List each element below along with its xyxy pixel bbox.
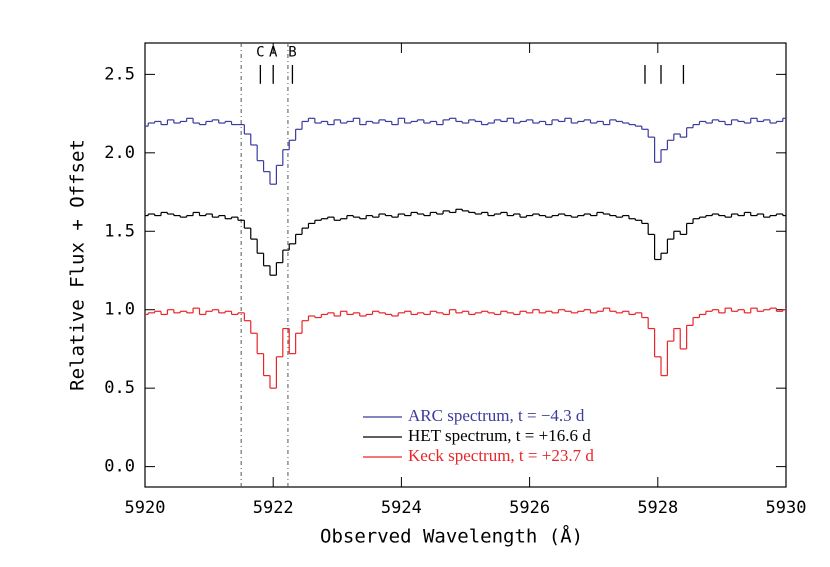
spectrum-riser: [147, 308, 784, 389]
y-tick-label: 2.0: [104, 143, 135, 163]
x-tick-label: 5930: [766, 498, 807, 518]
legend-label: HET spectrum, t = +16.6 d: [408, 426, 591, 445]
y-tick-label: 1.0: [104, 300, 135, 320]
y-tick-label: 0.5: [104, 378, 135, 398]
legend-label: Keck spectrum, t = +23.7 d: [408, 446, 594, 465]
x-tick-label: 5920: [125, 498, 166, 518]
spectrum-riser: [147, 209, 784, 276]
x-axis-label: Observed Wavelength (Å): [320, 525, 583, 548]
spectrum-riser: [147, 118, 784, 185]
y-tick-label: 1.5: [104, 221, 135, 241]
x-tick-label: 5924: [381, 498, 422, 518]
y-axis-label: Relative Flux + Offset: [67, 139, 89, 391]
x-tick-label: 5922: [253, 498, 294, 518]
line-marker-label: C: [256, 44, 264, 60]
y-tick-label: 2.5: [104, 64, 135, 84]
x-tick-label: 5926: [509, 498, 550, 518]
x-tick-label: 5928: [637, 498, 678, 518]
line-marker-label: B: [288, 44, 296, 60]
line-marker-label: A: [269, 44, 278, 60]
plot-frame: [144, 42, 787, 488]
legend-label: ARC spectrum, t = −4.3 d: [408, 406, 585, 425]
y-tick-label: 0.0: [104, 457, 135, 477]
